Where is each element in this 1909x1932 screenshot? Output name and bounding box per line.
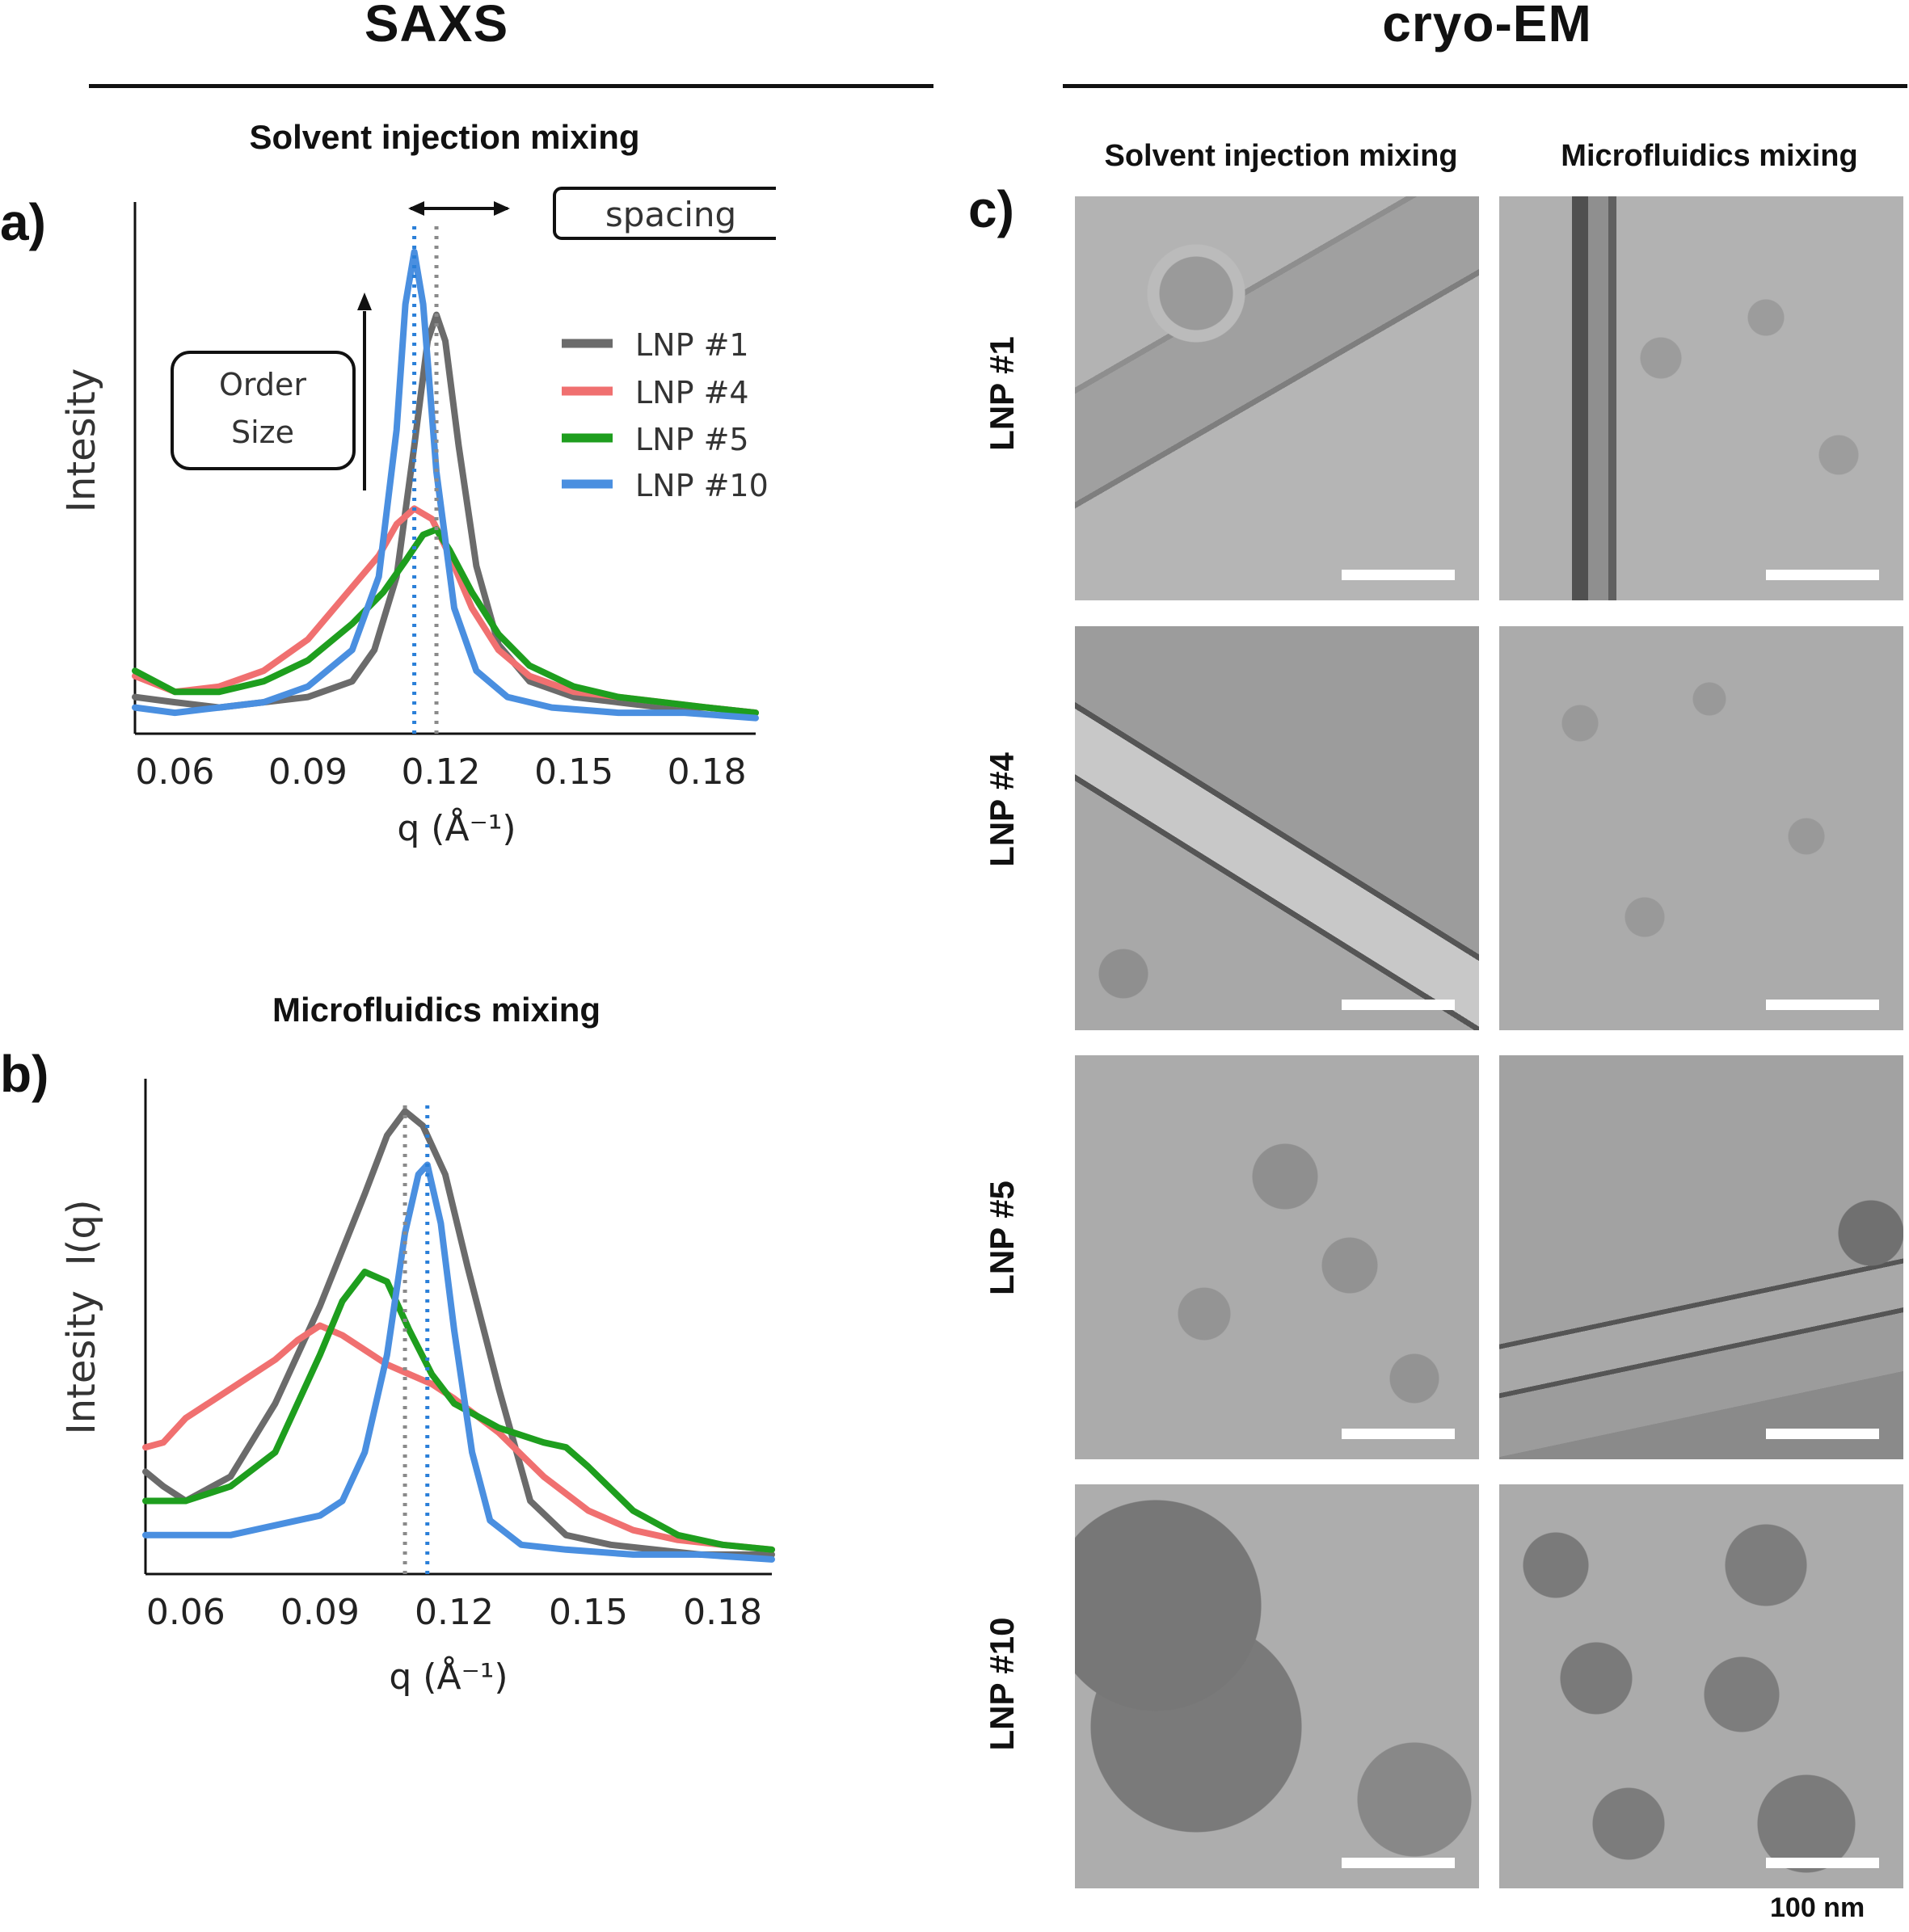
scale-bar: [1342, 570, 1455, 580]
cryoem-section-title: cryo-EM: [1382, 0, 1592, 53]
chart-a-peak-lines: [412, 226, 439, 734]
series-line-lnp4: [142, 1322, 775, 1553]
cryoem-image-lnp10-microfluidics: [1499, 1484, 1903, 1888]
legend-label-lnp4: LNP #4: [635, 375, 749, 410]
chart-b-x-tick-label: 0.15: [549, 1592, 628, 1633]
cryoem-image-lnp4-microfluidics: [1499, 626, 1903, 1030]
chart-b-x-tick-label: 0.12: [415, 1592, 494, 1633]
spacing-box: [553, 187, 776, 240]
order-size-box: [171, 351, 356, 470]
chart-a-legend: LNP #1 LNP #4 LNP #5 LNP #10: [562, 327, 769, 503]
scale-bar: [1342, 1858, 1455, 1868]
chart-a-x-tick-label: 0.12: [402, 751, 481, 793]
cryoem-row-label-lnp5: LNP #5: [983, 1181, 1021, 1295]
series-line-lnp5: [142, 1269, 775, 1553]
series-line-lnp10: [132, 248, 759, 722]
scale-bar: [1766, 1858, 1879, 1868]
cryoem-image-lnp5-microfluidics: [1499, 1055, 1903, 1459]
cryoem-row-label-lnp10: LNP #10: [983, 1617, 1021, 1751]
series-line-lnp1: [142, 1108, 775, 1558]
scale-bar: [1342, 1429, 1455, 1439]
panel-label-b: b): [0, 1045, 49, 1103]
cryoem-column-header-microfluidics: Microfluidics mixing: [1561, 139, 1858, 173]
scale-bar: [1342, 1000, 1455, 1010]
chart-b-ylabel: Intesity I(q): [59, 1199, 104, 1434]
cryoem-column-header-solvent: Solvent injection mixing: [1104, 139, 1458, 173]
chart-b-axes: [144, 1079, 772, 1576]
scale-bar: [1766, 1000, 1879, 1010]
chart-a-title: Solvent injection mixing: [249, 118, 640, 156]
legend-label-lnp10: LNP #10: [635, 468, 769, 503]
chart-b-ticks: 0.06 0.09 0.12 0.15 0.18: [146, 1592, 762, 1633]
chart-a-x-tick-label: 0.09: [268, 751, 348, 793]
legend-label-lnp1: LNP #1: [635, 327, 749, 363]
cryoem-image-lnp5-solvent: [1075, 1055, 1479, 1459]
spacing-arrow-left-head: [408, 201, 424, 216]
chart-b-x-tick-label: 0.09: [280, 1592, 360, 1633]
size-label: Size: [231, 415, 294, 450]
chart-b-peak-lines: [402, 1103, 430, 1574]
scale-bar-label: 100 nm: [1770, 1892, 1865, 1923]
chart-a-x-tick-label: 0.06: [135, 751, 214, 793]
order-label: Order: [219, 367, 306, 402]
chart-b-series: [142, 1108, 775, 1563]
cryoem-row-label-lnp4: LNP #4: [983, 752, 1021, 867]
chart-a-x-tick-label: 0.15: [534, 751, 613, 793]
cryoem-image-lnp1-solvent: [1075, 196, 1479, 600]
panel-label-c: c): [968, 180, 1014, 238]
saxs-section-title: SAXS: [364, 0, 509, 53]
chart-b-title: Microfluidics mixing: [272, 991, 601, 1029]
chart-a-ylabel: Intesity: [59, 368, 104, 513]
chart-a-xlabel: q (Å⁻¹): [397, 806, 516, 849]
chart-a: 0.06 0.09 0.12 0.15 0.18 spacing Order Size …: [59, 187, 776, 849]
saxs-title-rule: [89, 84, 933, 88]
spacing-arrow-right-head: [494, 201, 510, 216]
chart-a-axes: [133, 202, 756, 735]
scale-bar: [1766, 570, 1879, 580]
panel-label-a: a): [0, 193, 46, 251]
cryoem-title-rule: [1063, 84, 1907, 88]
legend-label-lnp5: LNP #5: [635, 422, 749, 457]
chart-b-x-tick-label: 0.06: [146, 1592, 225, 1633]
series-line-lnp10: [142, 1161, 775, 1563]
cryoem-image-lnp4-solvent: [1075, 626, 1479, 1030]
chart-a-x-tick-label: 0.18: [668, 751, 747, 793]
order-size-arrow-head: [357, 293, 372, 310]
cryoem-image-lnp10-solvent: [1075, 1484, 1479, 1888]
chart-a-ticks: 0.06 0.09 0.12 0.15 0.18: [135, 751, 746, 793]
cryoem-row-label-lnp1: LNP #1: [983, 336, 1021, 451]
chart-b-xlabel: q (Å⁻¹): [389, 1655, 508, 1698]
scale-bar: [1766, 1429, 1879, 1439]
cryoem-image-lnp1-microfluidics: [1499, 196, 1903, 600]
spacing-label: spacing: [605, 195, 736, 234]
chart-b-x-tick-label: 0.18: [683, 1592, 762, 1633]
chart-b: 0.06 0.09 0.12 0.15 0.18 Intesity I(q) q (Å⁻…: [59, 1079, 775, 1698]
